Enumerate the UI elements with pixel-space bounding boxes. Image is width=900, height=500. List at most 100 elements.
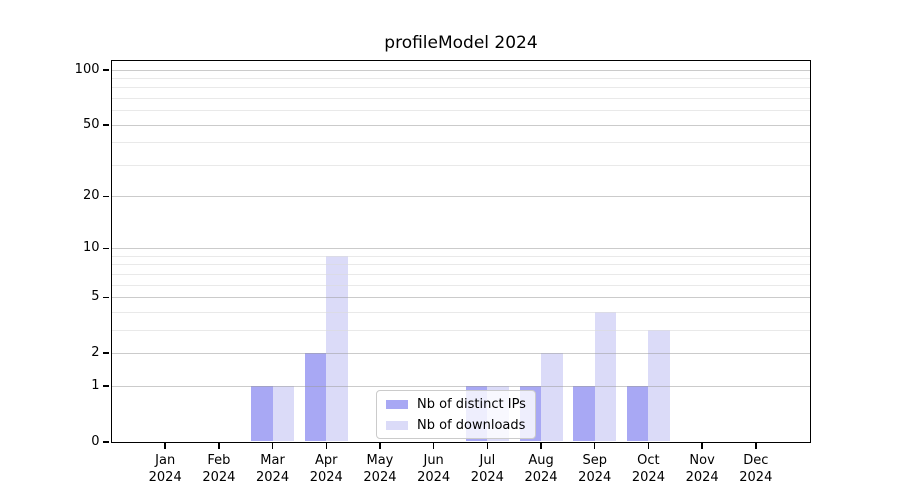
legend-swatch-downloads (386, 420, 408, 430)
y-axis-tick (102, 195, 109, 198)
x-axis-tick (164, 443, 166, 449)
gridline-minor (111, 273, 810, 275)
gridline-minor (111, 255, 810, 257)
x-axis-tick (701, 443, 703, 449)
x-tick-label: Mar 2024 (241, 452, 305, 487)
x-tick-month: Aug (528, 452, 554, 468)
gridline-minor (111, 329, 810, 331)
x-axis-tick (218, 443, 220, 449)
x-tick-month: Dec (743, 452, 769, 468)
legend-label: Nb of downloads (417, 417, 526, 433)
x-tick-year: 2024 (309, 470, 343, 485)
x-tick-month: May (366, 452, 394, 468)
legend-item: Nb of downloads (386, 416, 526, 434)
x-tick-label: Jan 2024 (133, 452, 197, 487)
x-tick-month: Feb (207, 452, 231, 468)
x-tick-year: 2024 (578, 470, 612, 485)
gridline-minor (111, 87, 810, 89)
y-tick-label: 50 (82, 116, 100, 132)
x-tick-year: 2024 (256, 470, 290, 485)
x-axis-tick (432, 443, 435, 449)
bar-distinct-ips-apr (304, 352, 327, 442)
y-tick-label: 2 (91, 344, 100, 360)
y-axis-tick (102, 69, 109, 71)
x-tick-month: Nov (689, 452, 715, 468)
x-tick-label: Feb 2024 (187, 452, 251, 487)
gridline-major (111, 196, 810, 198)
x-tick-year: 2024 (739, 470, 773, 485)
y-axis-tick (102, 441, 109, 443)
gridline-minor (111, 97, 810, 99)
x-tick-label: Dec 2024 (724, 452, 788, 487)
x-axis-tick (271, 443, 274, 449)
bar-downloads-sep (594, 311, 617, 442)
gridline-major (111, 69, 810, 71)
x-tick-label: Apr 2024 (294, 452, 358, 487)
gridline-minor (111, 110, 810, 112)
bar-downloads-oct (648, 329, 670, 442)
gridline-minor (111, 284, 810, 286)
x-axis-tick (379, 443, 381, 449)
x-tick-year: 2024 (417, 470, 451, 485)
gridline-minor (111, 164, 810, 166)
gridline-minor (111, 311, 810, 313)
bar-distinct-ips-mar (251, 385, 273, 442)
x-tick-label: Sep 2024 (563, 452, 627, 487)
y-axis-tick (102, 296, 109, 299)
bar-downloads-apr (326, 255, 348, 442)
x-tick-year: 2024 (363, 470, 397, 485)
x-axis-tick (755, 443, 757, 449)
x-tick-label: Oct 2024 (616, 452, 680, 487)
bar-distinct-ips-oct (626, 385, 649, 442)
gridline-major (111, 297, 810, 299)
x-tick-month: Oct (637, 452, 660, 468)
x-tick-year: 2024 (685, 470, 719, 485)
x-axis-tick (540, 443, 542, 449)
x-tick-label: Aug 2024 (509, 452, 573, 487)
gridline-major (111, 124, 810, 126)
x-tick-year: 2024 (524, 470, 558, 485)
x-axis-tick (325, 443, 328, 449)
x-tick-year: 2024 (148, 470, 182, 485)
x-axis-tick (593, 443, 596, 449)
x-tick-month: Sep (582, 452, 607, 468)
y-axis-tick (102, 247, 109, 250)
x-tick-year: 2024 (202, 470, 236, 485)
y-tick-label: 20 (82, 188, 100, 204)
chart-title: profileModel 2024 (384, 33, 538, 53)
y-tick-label: 0 (91, 433, 100, 449)
legend-label: Nb of distinct IPs (417, 396, 526, 412)
y-tick-label: 100 (74, 61, 100, 77)
x-tick-label: Jul 2024 (455, 452, 519, 487)
bar-distinct-ips-sep (573, 385, 595, 442)
x-tick-month: Apr (315, 452, 338, 468)
plot-area: 0 1 2 5 10 20 50 100 Jan 2024 Feb 2024 Mar 2024 Apr 202… (75, 59, 811, 485)
y-axis-tick (102, 124, 109, 126)
x-tick-label: May 2024 (348, 452, 412, 487)
gridline-major (111, 385, 810, 387)
legend: Nb of distinct IPs Nb of downloads (376, 390, 536, 439)
x-axis-tick (647, 443, 650, 449)
x-tick-label: Jun 2024 (402, 452, 466, 487)
y-axis-tick (102, 385, 109, 387)
x-tick-year: 2024 (470, 470, 504, 485)
gridline-major (111, 352, 810, 354)
x-axis-tick (486, 443, 489, 449)
x-tick-month: Jan (155, 452, 176, 468)
x-tick-year: 2024 (631, 470, 665, 485)
y-tick-label: 5 (91, 289, 100, 305)
gridline-major (111, 248, 810, 250)
y-tick-label: 1 (91, 377, 100, 393)
y-axis-tick (102, 352, 109, 354)
y-tick-label: 10 (82, 240, 100, 256)
gridline-minor (111, 77, 810, 79)
x-tick-month: Jul (479, 452, 496, 468)
x-tick-month: Mar (260, 452, 285, 468)
gridline-minor (111, 142, 810, 144)
legend-item: Nb of distinct IPs (386, 395, 526, 413)
legend-swatch-distinct-ips (386, 399, 408, 409)
bar-downloads-mar (272, 385, 295, 442)
bar-downloads-aug (541, 352, 563, 442)
x-tick-month: Jun (423, 452, 444, 468)
